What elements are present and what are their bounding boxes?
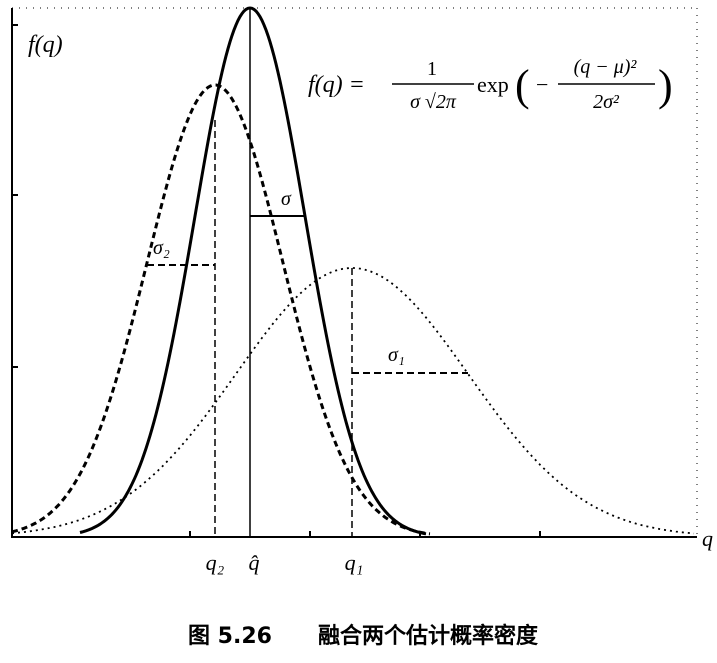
q1-label: q₁ — [345, 550, 364, 575]
estimate2-curve — [11, 83, 431, 536]
formula-num2: (q − μ)² — [574, 56, 638, 78]
sigma-label: σ — [281, 188, 292, 210]
sigma2-label: σ₂ — [153, 237, 170, 259]
y-axis-label: f(q) — [28, 32, 63, 58]
axes — [11, 8, 697, 538]
formula-den2: 2σ² — [593, 91, 620, 113]
formula-sign: − — [536, 72, 548, 97]
formula-close: ) — [658, 61, 673, 110]
sigma1-label: σ₁ — [388, 344, 405, 366]
formula-func: exp — [477, 72, 509, 97]
x-axis-label: q — [702, 526, 713, 551]
caption-text: 融合两个估计概率密度 — [318, 623, 539, 649]
q2-label: q₂ — [206, 550, 225, 575]
formula-open: ( — [515, 61, 530, 110]
fused-curve — [79, 6, 427, 536]
estimate1-curve — [11, 267, 695, 535]
formula-num1: 1 — [427, 58, 437, 80]
formula-den1: σ √2π — [410, 91, 457, 113]
plot-frame — [11, 7, 698, 538]
caption-number: 图 5.26 — [188, 624, 272, 649]
formula-lhs: f(q) = — [308, 72, 365, 98]
qhat-label: q̂ — [249, 550, 260, 575]
